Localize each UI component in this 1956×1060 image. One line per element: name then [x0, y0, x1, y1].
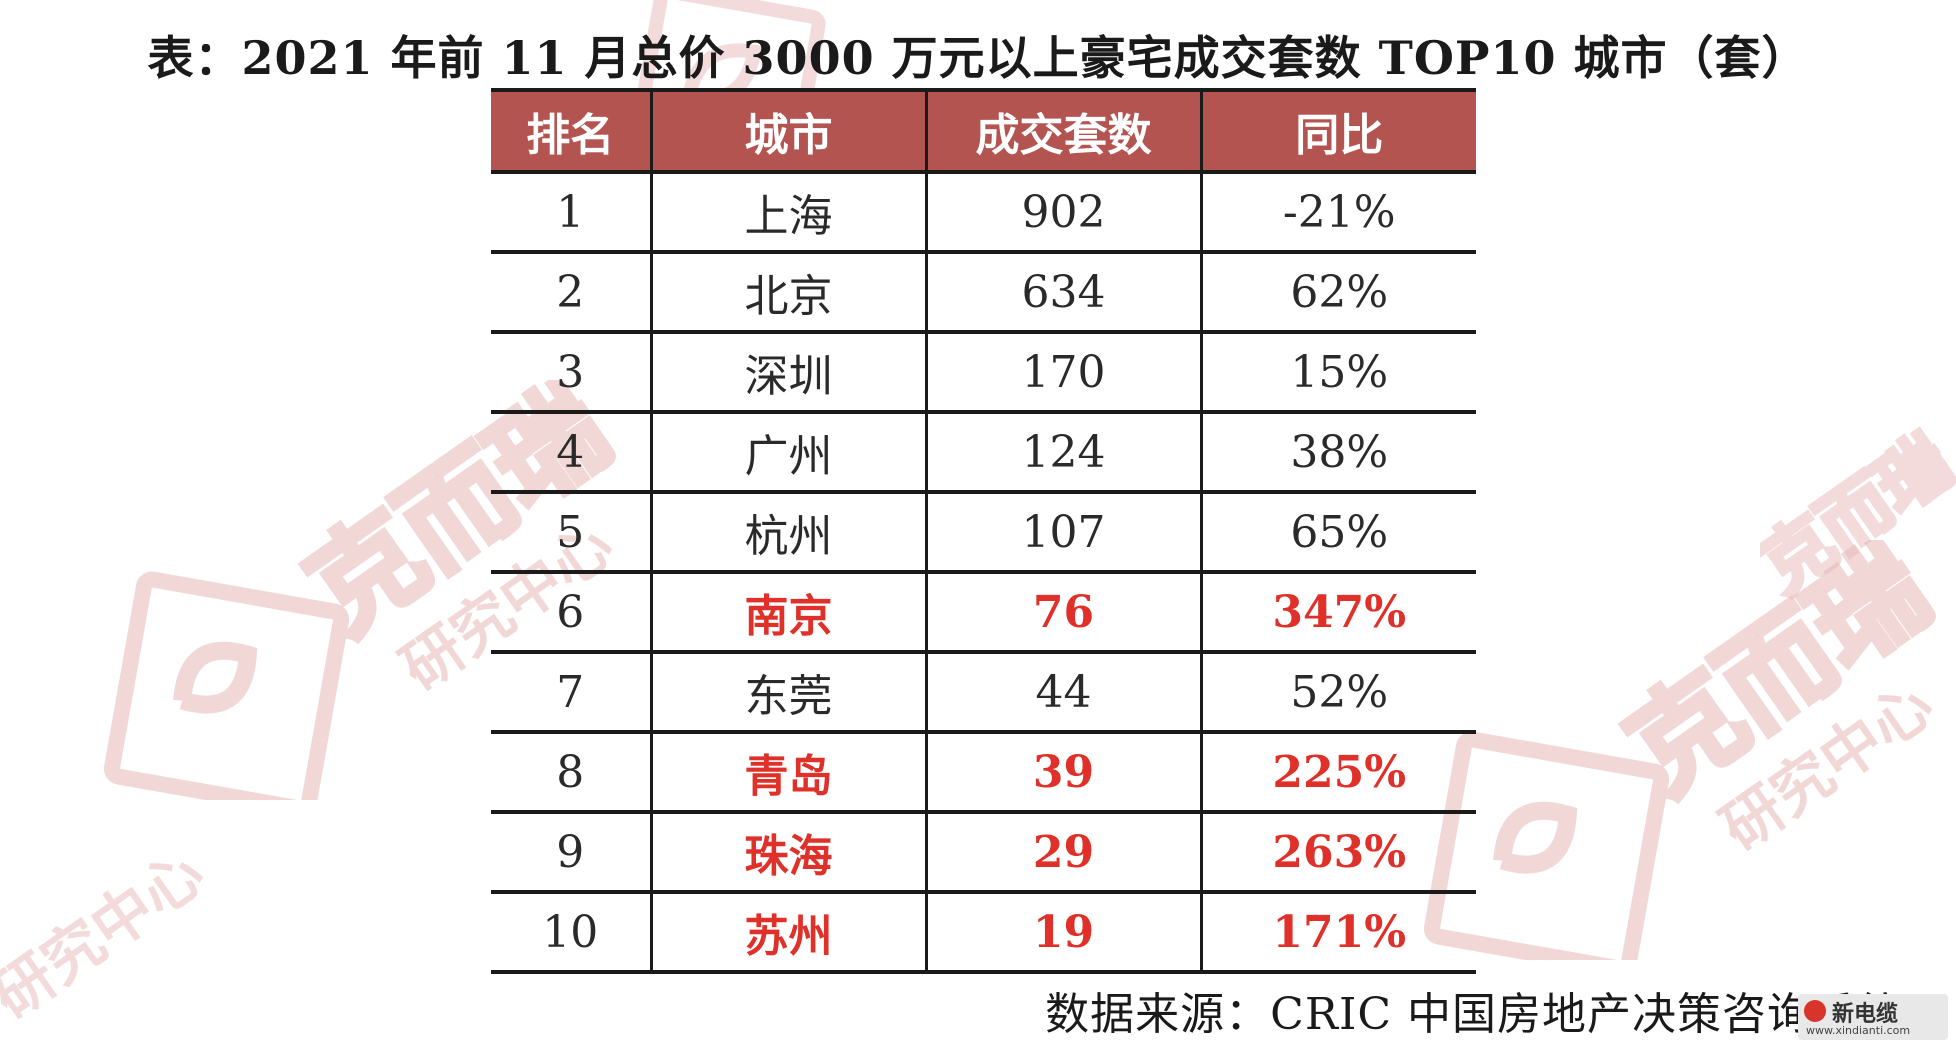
- cell-rank: 3: [491, 332, 653, 414]
- table-row: 1 上海 902 -21%: [491, 172, 1476, 254]
- cell-city: 上海: [651, 172, 928, 254]
- cell-yoy: 347%: [1201, 572, 1476, 654]
- cell-units: 124: [926, 412, 1203, 494]
- cell-rank: 5: [491, 492, 653, 574]
- cell-yoy: 65%: [1201, 492, 1476, 574]
- page-title: 表：2021 年前 11 月总价 3000 万元以上豪宅成交套数 TOP10 城…: [147, 31, 1809, 85]
- cell-rank: 9: [491, 812, 653, 894]
- source-note: 数据来源：CRIC 中国房地产决策咨询系统: [1045, 989, 1902, 1040]
- cell-yoy: 171%: [1201, 892, 1476, 974]
- watermark-subtext: 研究中心: [0, 840, 217, 1033]
- watermark-text: 克而瑞: [1606, 540, 1950, 817]
- cell-rank: 10: [491, 892, 653, 974]
- table-body: 1 上海 902 -21% 2 北京 634 62% 3 深圳 170 15% …: [491, 172, 1476, 974]
- cell-yoy: 15%: [1201, 332, 1476, 414]
- cell-yoy: 62%: [1201, 252, 1476, 334]
- cell-rank: 4: [491, 412, 653, 494]
- cell-units: 107: [926, 492, 1203, 574]
- table-row: 9 珠海 29 263%: [491, 812, 1476, 894]
- cell-yoy: 225%: [1201, 732, 1476, 814]
- cell-city: 南京: [651, 572, 928, 654]
- cell-units: 39: [926, 732, 1203, 814]
- table-row: 5 杭州 107 65%: [491, 492, 1476, 574]
- cell-rank: 2: [491, 252, 653, 334]
- table-row: 2 北京 634 62%: [491, 252, 1476, 334]
- cell-city: 杭州: [651, 492, 928, 574]
- table-header: 排名 城市 成交套数 同比: [491, 88, 1476, 174]
- cell-yoy: 263%: [1201, 812, 1476, 894]
- cell-yoy: 38%: [1201, 412, 1476, 494]
- cell-yoy: -21%: [1201, 172, 1476, 254]
- cell-units: 634: [926, 252, 1203, 334]
- table-row: 10 苏州 19 171%: [491, 892, 1476, 974]
- table-row: 6 南京 76 347%: [491, 572, 1476, 654]
- cell-rank: 6: [491, 572, 653, 654]
- cell-city: 东莞: [651, 652, 928, 734]
- table-row: 3 深圳 170 15%: [491, 332, 1476, 414]
- table-row: 8 青岛 39 225%: [491, 732, 1476, 814]
- cell-city: 广州: [651, 412, 928, 494]
- logo-name: 新电缆: [1832, 1002, 1899, 1027]
- cell-units: 19: [926, 892, 1203, 974]
- cell-rank: 1: [491, 172, 653, 254]
- cell-units: 170: [926, 332, 1203, 414]
- cell-units: 902: [926, 172, 1203, 254]
- watermark-text: 克而瑞: [1760, 421, 1956, 609]
- header-city: 城市: [651, 88, 928, 174]
- logo-url: www.xindianti.com: [1806, 1024, 1911, 1037]
- header-yoy: 同比: [1201, 88, 1476, 174]
- site-logo: 新电缆 www.xindianti.com: [1798, 994, 1948, 1040]
- logo-mark-icon: [1804, 1000, 1826, 1022]
- cell-units: 29: [926, 812, 1203, 894]
- header-rank: 排名: [491, 88, 653, 174]
- table-row: 4 广州 124 38%: [491, 412, 1476, 494]
- cell-city: 深圳: [651, 332, 928, 414]
- ranking-table: 排名 城市 成交套数 同比 1 上海 902 -21% 2 北京 634 62%…: [491, 88, 1476, 974]
- cell-city: 青岛: [651, 732, 928, 814]
- cell-rank: 8: [491, 732, 653, 814]
- table-row: 7 东莞 44 52%: [491, 652, 1476, 734]
- watermark-logo: 克而瑞: [1760, 418, 1956, 611]
- cell-units: 44: [926, 652, 1203, 734]
- header-units: 成交套数: [926, 88, 1203, 174]
- cell-city: 珠海: [651, 812, 928, 894]
- cell-city: 北京: [651, 252, 928, 334]
- cell-city: 苏州: [651, 892, 928, 974]
- header-row: 排名 城市 成交套数 同比: [491, 88, 1476, 174]
- cell-units: 76: [926, 572, 1203, 654]
- watermark-subtext: 研究中心: [1709, 670, 1946, 865]
- watermark-logo: 研究中心: [0, 840, 217, 1033]
- cell-yoy: 52%: [1201, 652, 1476, 734]
- cell-rank: 7: [491, 652, 653, 734]
